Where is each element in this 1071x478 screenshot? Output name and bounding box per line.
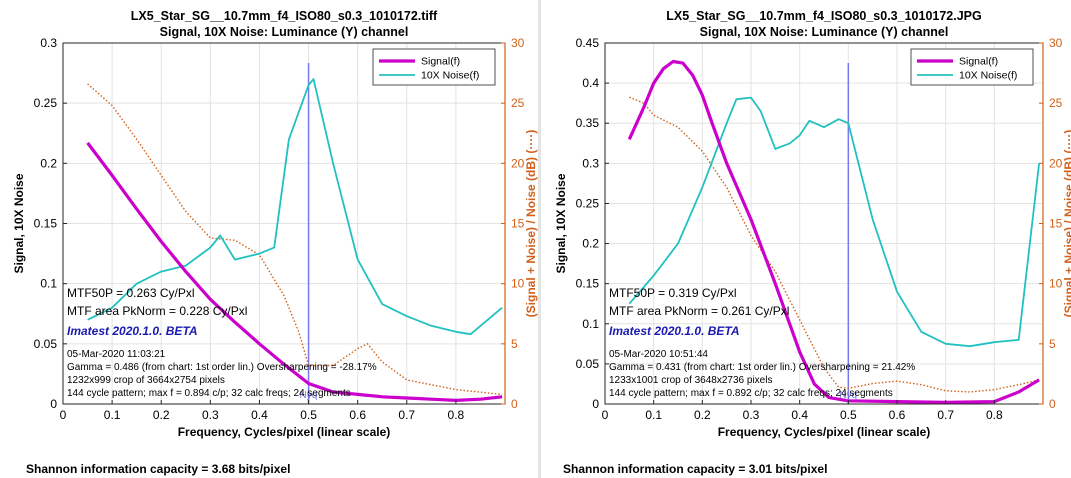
y-axis-label: Signal, 10X Noise (554, 173, 568, 273)
y-tick-label: 0.2 (582, 237, 599, 251)
y-tick-label: 0.3 (40, 36, 57, 50)
shannon-capacity: Shannon information capacity = 3.01 bits… (563, 462, 827, 476)
y-tick-label: 0.35 (576, 116, 600, 130)
x-axis-label: Frequency, Cycles/pixel (linear scale) (178, 425, 391, 439)
y-tick-label: 0.45 (576, 36, 600, 50)
legend-noise-label: 10X Noise(f) (421, 70, 479, 82)
nyquist-label: Nyq (839, 390, 857, 401)
x-tick-label: 0.6 (889, 408, 906, 422)
y-tick-label: 0.05 (34, 337, 58, 351)
y-tick-label: 0.15 (34, 217, 58, 231)
mtf50-annotation: MTF50P = 0.263 Cy/Pxl (67, 286, 195, 300)
y2-tick-label: 30 (511, 36, 525, 50)
mtf50-annotation: MTF50P = 0.319 Cy/Pxl (609, 286, 737, 300)
version-annotation: Imatest 2020.1.0. BETA (67, 324, 198, 338)
x-tick-label: 0.7 (398, 408, 415, 422)
y2-tick-label: 5 (511, 337, 518, 351)
version-annotation: Imatest 2020.1.0. BETA (609, 324, 740, 338)
y-tick-label: 0.1 (582, 317, 599, 331)
y2-tick-label: 25 (511, 96, 525, 110)
y-tick-label: 0.4 (582, 76, 599, 90)
y2-tick-label: 20 (511, 156, 525, 170)
x-tick-label: 0.1 (104, 408, 121, 422)
gamma-annotation: Gamma = 0.431 (from chart: 1st order lin… (609, 362, 915, 373)
y2-tick-label: 5 (1049, 337, 1056, 351)
legend-signal-label: Signal(f) (421, 56, 460, 68)
y-tick-label: 0.1 (40, 277, 57, 291)
signal-series-line (86, 141, 503, 402)
x-tick-label: 0.5 (300, 408, 317, 422)
chart-subtitle: Signal, 10X Noise: Luminance (Y) channel (160, 25, 409, 39)
y-tick-label: 0 (50, 397, 57, 411)
x-tick-label: 0 (60, 408, 67, 422)
crop-annotation: 1233x1001 crop of 3648x2736 pixels (609, 375, 772, 386)
legend-signal-label: Signal(f) (959, 56, 998, 68)
y2-tick-label: 15 (1049, 217, 1063, 231)
y2-tick-label: 15 (511, 217, 525, 231)
gamma-annotation: Gamma = 0.486 (from chart: 1st order lin… (67, 362, 377, 373)
snr-series-line (87, 83, 503, 396)
x-tick-label: 0.4 (251, 408, 268, 422)
x-tick-label: 0.8 (448, 408, 465, 422)
chart-panel-jpg: LX5_Star_SG__10.7mm_f4_ISO80_s0.3_101017… (541, 0, 1071, 478)
y-tick-label: 0.2 (40, 156, 57, 170)
crop-annotation: 1232x999 crop of 3664x2754 pixels (67, 375, 225, 386)
x-tick-label: 0.2 (153, 408, 170, 422)
x-axis-label: Frequency, Cycles/pixel (linear scale) (718, 425, 931, 439)
panel-divider (538, 0, 541, 478)
x-tick-label: 0 (602, 408, 609, 422)
x-tick-label: 0.4 (791, 408, 808, 422)
x-tick-label: 0.5 (840, 408, 857, 422)
x-tick-label: 0.2 (694, 408, 711, 422)
noise-series-line (87, 78, 503, 336)
y2-tick-label: 25 (1049, 96, 1063, 110)
y2-axis-label: (Signal + Noise) / Noise (dB) (····) (524, 130, 538, 318)
y-tick-label: 0.15 (576, 277, 600, 291)
y2-tick-label: 20 (1049, 156, 1063, 170)
legend-box (910, 48, 1034, 86)
chart-tiff: LX5_Star_SG__10.7mm_f4_ISO80_s0.3_101017… (12, 9, 538, 476)
date-annotation: 05-Mar-2020 10:51:44 (609, 349, 708, 360)
x-tick-label: 0.8 (986, 408, 1003, 422)
y-axis-label: Signal, 10X Noise (12, 173, 26, 273)
pattern-annotation: 144 cycle pattern; max f = 0.892 c/p; 32… (609, 388, 893, 399)
y-tick-label: 0.25 (34, 96, 58, 110)
pattern-annotation: 144 cycle pattern; max f = 0.894 c/p; 32… (67, 388, 351, 399)
y2-axis-label: (Signal + Noise) / Noise (dB) (····) (1062, 130, 1071, 318)
date-annotation: 05-Mar-2020 11:03:21 (67, 349, 166, 360)
shannon-capacity: Shannon information capacity = 3.68 bits… (26, 462, 290, 476)
legend-noise-label: 10X Noise(f) (959, 70, 1017, 82)
chart-subtitle: Signal, 10X Noise: Luminance (Y) channel (700, 25, 949, 39)
mtf-area-annotation: MTF area PkNorm = 0.261 Cy/Pxl (609, 304, 789, 318)
y-tick-label: 0 (592, 397, 599, 411)
y2-tick-label: 30 (1049, 36, 1063, 50)
y-tick-label: 0.05 (576, 357, 600, 371)
x-tick-label: 0.3 (202, 408, 219, 422)
chart-title: LX5_Star_SG__10.7mm_f4_ISO80_s0.3_101017… (131, 9, 438, 23)
y2-tick-label: 10 (511, 277, 525, 291)
x-tick-label: 0.7 (937, 408, 954, 422)
mtf-area-annotation: MTF area PkNorm = 0.228 Cy/Pxl (67, 304, 247, 318)
x-tick-label: 0.1 (645, 408, 662, 422)
signal-series-line (627, 59, 1040, 404)
snr-series-line (629, 96, 1040, 393)
y-tick-label: 0.25 (576, 196, 600, 210)
legend-box (372, 48, 496, 86)
y2-tick-label: 10 (1049, 277, 1063, 291)
y2-tick-label: 0 (1049, 397, 1056, 411)
plot-area (605, 43, 1043, 404)
y2-tick-label: 0 (511, 397, 518, 411)
chart-jpg: LX5_Star_SG__10.7mm_f4_ISO80_s0.3_101017… (554, 9, 1071, 476)
chart-panel-tiff: LX5_Star_SG__10.7mm_f4_ISO80_s0.3_101017… (12, 9, 538, 476)
nyquist-label: Nyq (300, 390, 318, 401)
x-tick-label: 0.6 (349, 408, 366, 422)
chart-title: LX5_Star_SG__10.7mm_f4_ISO80_s0.3_101017… (666, 9, 982, 23)
x-tick-label: 0.3 (743, 408, 760, 422)
y-tick-label: 0.3 (582, 156, 599, 170)
